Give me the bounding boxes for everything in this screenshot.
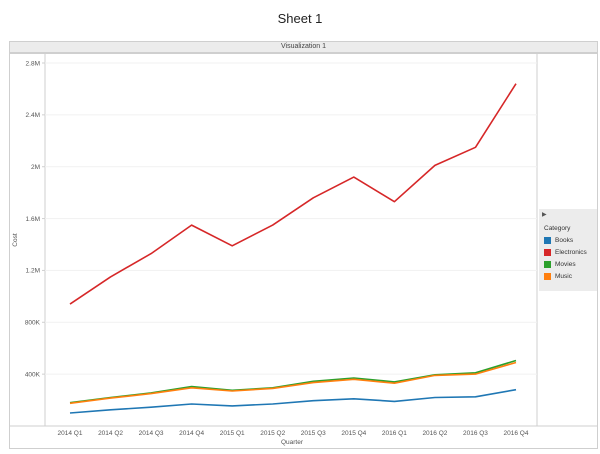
y-tick-label: 2.8M bbox=[26, 60, 40, 67]
x-tick-label: 2014 Q2 bbox=[98, 430, 123, 437]
legend-expand-icon[interactable]: ▶ bbox=[542, 212, 547, 218]
series-line-music bbox=[69, 361, 517, 405]
series-line-movies bbox=[69, 359, 517, 404]
x-axis-title: Quarter bbox=[281, 439, 304, 446]
legend-item-books[interactable]: Books bbox=[544, 236, 573, 245]
series-line-books bbox=[69, 388, 517, 414]
legend-item-music[interactable]: Music bbox=[544, 272, 572, 281]
y-tick-label: 400K bbox=[25, 371, 41, 378]
legend-panel: ▶ Category Books Electronics Movies Musi… bbox=[539, 209, 597, 291]
y-tick-label: 2M bbox=[31, 164, 40, 171]
y-tick-label: 1.2M bbox=[26, 268, 40, 275]
x-tick-label: 2016 Q2 bbox=[422, 430, 447, 437]
sheet-title: Sheet 1 bbox=[277, 11, 323, 26]
x-tick-label: 2016 Q3 bbox=[463, 430, 488, 437]
series-line-electronics bbox=[69, 83, 517, 305]
legend-label: Movies bbox=[555, 261, 576, 268]
x-tick-label: 2015 Q2 bbox=[260, 430, 285, 437]
legend-label: Electronics bbox=[555, 249, 587, 256]
x-tick-label: 2014 Q3 bbox=[139, 430, 164, 437]
y-axis-title: Cost bbox=[12, 233, 19, 247]
y-tick-label: 1.6M bbox=[26, 216, 40, 223]
x-tick-label: 2015 Q3 bbox=[301, 430, 326, 437]
legend-label: Books bbox=[555, 237, 574, 244]
legend-swatch bbox=[544, 273, 551, 280]
x-tick-label: 2016 Q1 bbox=[382, 430, 407, 437]
x-tick-label: 2015 Q4 bbox=[341, 430, 366, 437]
legend-title: Category bbox=[544, 225, 571, 232]
legend-label: Music bbox=[555, 273, 572, 280]
visualization-header: Visualization 1 bbox=[9, 41, 598, 53]
legend-item-electronics[interactable]: Electronics bbox=[544, 248, 587, 257]
legend-swatch bbox=[544, 249, 551, 256]
y-tick-label: 800K bbox=[25, 320, 41, 327]
legend-swatch bbox=[544, 237, 551, 244]
x-tick-label: 2014 Q1 bbox=[58, 430, 83, 437]
y-tick-label: 2.4M bbox=[26, 112, 40, 119]
x-tick-label: 2015 Q1 bbox=[220, 430, 245, 437]
legend-swatch bbox=[544, 261, 551, 268]
x-tick-label: 2016 Q4 bbox=[504, 430, 529, 437]
legend-item-movies[interactable]: Movies bbox=[544, 260, 576, 269]
x-tick-label: 2014 Q4 bbox=[179, 430, 204, 437]
